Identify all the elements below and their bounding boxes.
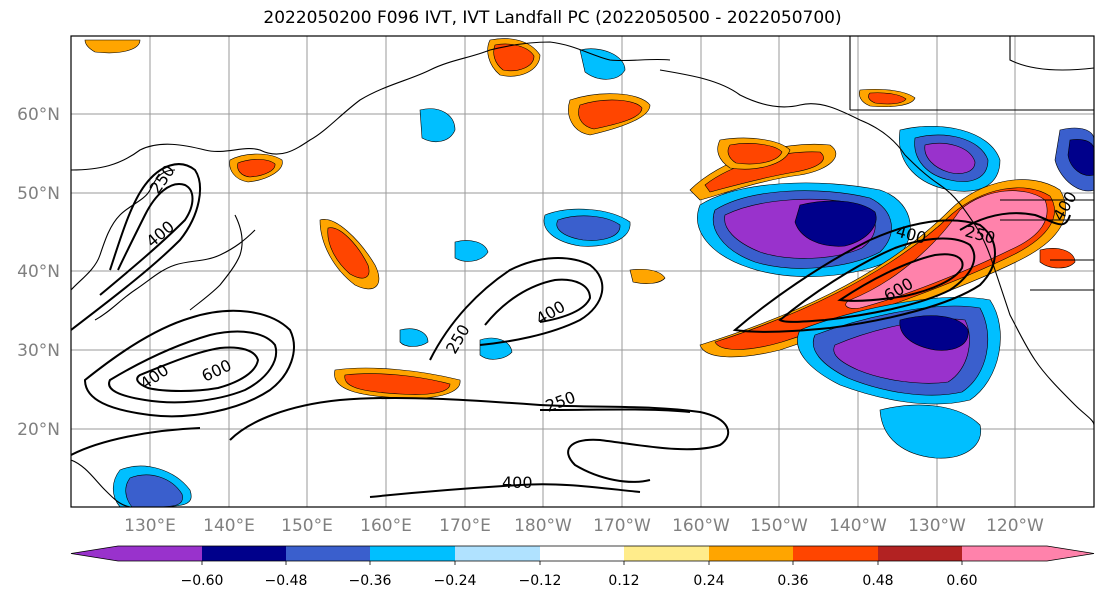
lat-label: 40°N	[17, 262, 60, 282]
latitude-labels: 60°N 50°N 40°N 30°N 20°N	[17, 105, 60, 440]
colorbar-tick-label: −0.24	[434, 573, 477, 589]
lon-label: 180°W	[514, 516, 572, 536]
contour-label: 250	[146, 161, 179, 197]
contour-label: 250	[442, 321, 474, 357]
colorbar-segment	[540, 546, 624, 561]
colorbar-segment	[370, 546, 455, 561]
lon-label: 140°E	[203, 516, 255, 536]
colorbar-segment	[709, 546, 793, 561]
map-frame	[70, 35, 1095, 508]
colorbar: −0.60 −0.48 −0.36 −0.24 −0.12 0.12 0.24 …	[70, 545, 1095, 589]
lon-label: 160°E	[360, 516, 412, 536]
lon-label: 160°W	[672, 516, 730, 536]
colorbar-segment	[202, 546, 286, 561]
map-title: 2022050200 F096 IVT, IVT Landfall PC (20…	[263, 8, 842, 28]
coastlines	[71, 36, 1094, 507]
colorbar-tick-label: 0.48	[862, 573, 893, 589]
colorbar-segment	[962, 546, 1094, 561]
ivt-contours	[71, 163, 1071, 498]
longitude-labels: 130°E 140°E 150°E 160°E 170°E 180°W 170°…	[124, 516, 1044, 536]
colorbar-segment	[624, 546, 709, 561]
ivt-shading	[84, 38, 1094, 507]
lon-label: 150°E	[281, 516, 333, 536]
lat-label: 50°N	[17, 184, 60, 204]
lon-label: 170°W	[593, 516, 651, 536]
colorbar-outline	[70, 545, 1095, 562]
colorbar-tick-label: −0.36	[349, 573, 392, 589]
lon-label: 130°W	[908, 516, 966, 536]
lon-label: 140°W	[829, 516, 887, 536]
colorbar-segment	[286, 546, 370, 561]
lat-label: 20°N	[17, 420, 60, 440]
colorbar-segment	[71, 546, 202, 561]
colorbar-tick-label: 0.36	[777, 573, 808, 589]
colorbar-tick-label: 0.24	[693, 573, 724, 589]
colorbar-tick-label: −0.60	[181, 573, 224, 589]
lat-label: 60°N	[17, 105, 60, 125]
colorbar-segment	[793, 546, 878, 561]
lon-label: 130°E	[124, 516, 176, 536]
colorbar-tick-label: 0.12	[608, 573, 639, 589]
colorbar-tick-label: −0.12	[519, 573, 562, 589]
lon-label: 170°E	[439, 516, 491, 536]
contour-label: 250	[543, 387, 578, 415]
lon-label: 150°W	[750, 516, 808, 536]
colorbar-segment	[455, 546, 540, 561]
lat-label: 30°N	[17, 341, 60, 361]
map-area: 250 400 400 250 400 600 250 400 400 600 …	[71, 36, 1094, 507]
colorbar-segment	[878, 546, 962, 561]
contour-label: 400	[533, 297, 569, 329]
lon-label: 120°W	[986, 516, 1044, 536]
contour-label: 400	[502, 473, 533, 492]
colorbar-tick-label: −0.48	[265, 573, 308, 589]
colorbar-tick-label: 0.60	[946, 573, 977, 589]
